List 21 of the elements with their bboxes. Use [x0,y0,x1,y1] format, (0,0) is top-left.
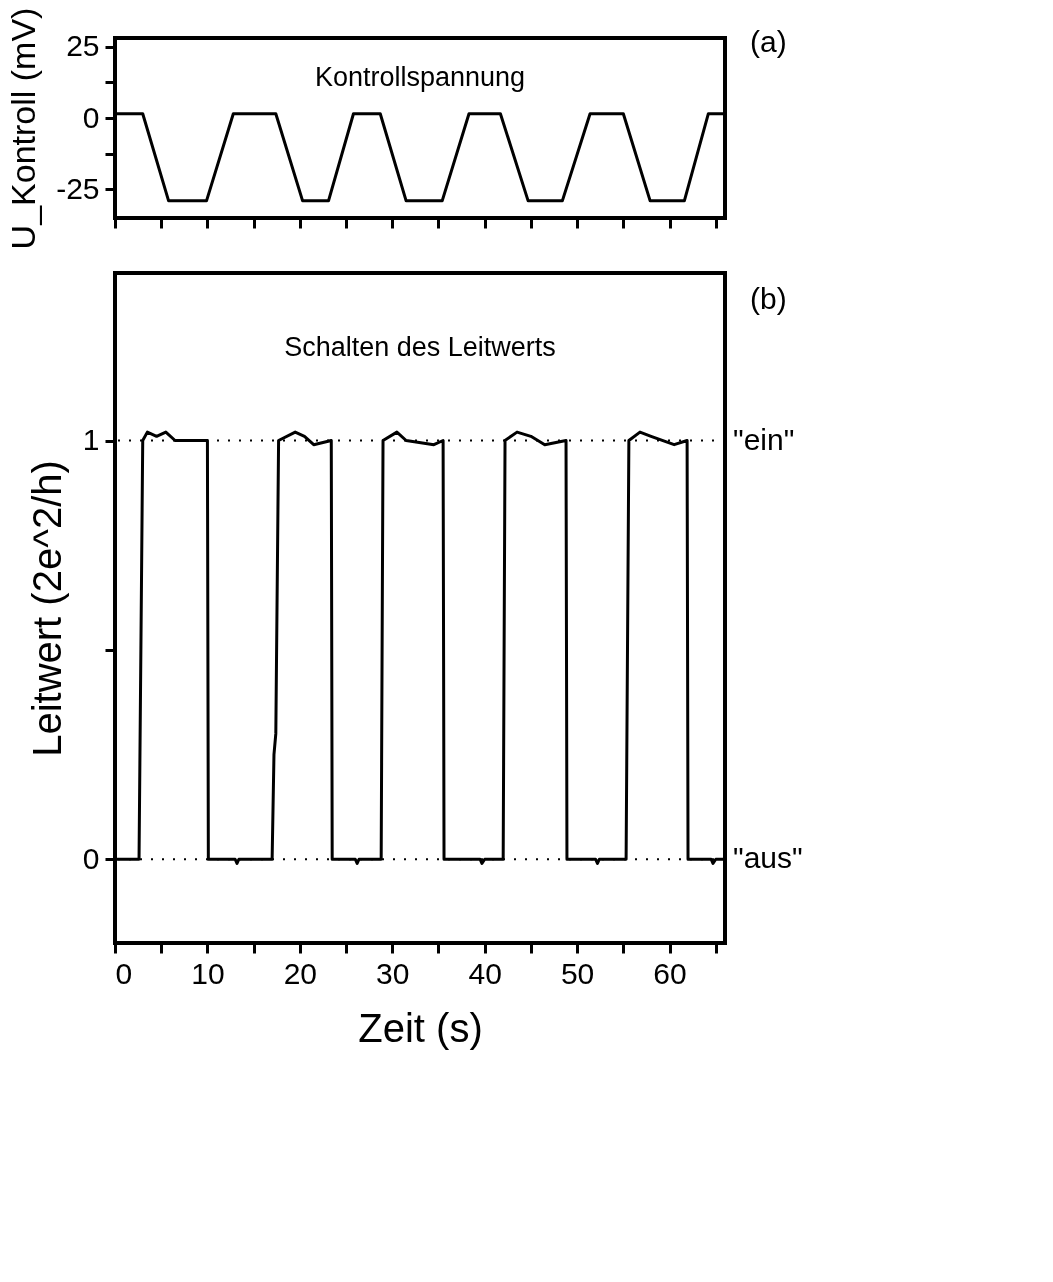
text: Kontrollspannung [314,62,526,92]
x-tick-label: 60 [653,956,687,990]
text: (a) [750,25,787,58]
ref-line-label: "ein" [733,422,795,456]
text: (b) [750,282,787,315]
y-tick-label: 1 [82,423,100,456]
x-tick-label: 40 [468,956,502,990]
text: Schalten des Leitwerts [284,332,556,362]
y-axis-title: U_Kontroll (mV) [4,7,43,250]
x-tick-label: 0 [115,956,133,990]
y-axis-title: Leitwert (2e^2/h) [24,460,69,757]
y-tick-label: 25 [66,29,100,63]
x-axis-title: Zeit (s) [358,1005,483,1050]
y-tick-label: -25 [56,171,100,205]
x-tick-label: 10 [191,956,225,990]
y-tick-label: 0 [82,100,100,134]
x-tick-label: 30 [376,956,410,990]
x-tick-label: 20 [283,956,318,990]
y-tick-label: 0 [82,841,100,875]
ref-line-label: "aus" [733,841,803,875]
x-tick-label: 50 [560,956,595,990]
